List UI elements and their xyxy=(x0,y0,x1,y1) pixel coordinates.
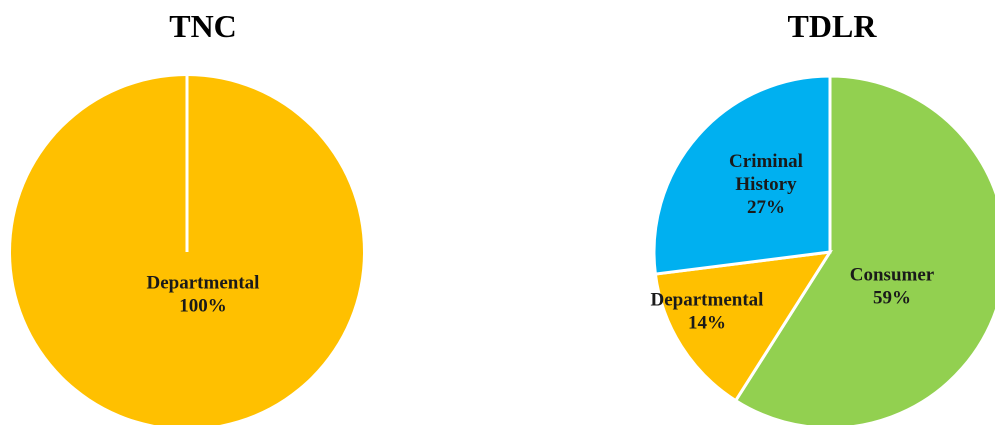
tnc-departmental-label-line: Departmental xyxy=(147,273,260,294)
tdlr-criminal-history-label-line: History xyxy=(735,174,797,195)
tnc-departmental-label: Departmental 100% xyxy=(147,273,260,317)
tdlr-criminal-history-label: Criminal History 27% xyxy=(729,151,803,218)
tnc-chart-title: TNC xyxy=(169,8,237,44)
tnc-pie-chart: TNC Departmental 100% xyxy=(11,8,363,425)
tdlr-departmental-label: Departmental 14% xyxy=(651,290,764,334)
tdlr-chart-title: TDLR xyxy=(788,8,878,44)
tdlr-consumer-label: Consumer 59% xyxy=(850,265,935,309)
tdlr-criminal-history-slice xyxy=(652,74,832,276)
tdlr-criminal-history-label-line: 27% xyxy=(747,197,785,218)
tdlr-criminal-history-label-line: Criminal xyxy=(729,151,803,172)
tnc-departmental-label-line: 100% xyxy=(179,296,227,317)
tdlr-departmental-label-line: 14% xyxy=(688,313,726,334)
tdlr-departmental-label-line: Departmental xyxy=(651,290,764,311)
tdlr-consumer-label-line: Consumer xyxy=(850,265,935,286)
tdlr-pie-chart: TDLR Consumer 59% Departmental 14% Criminal H… xyxy=(651,8,995,425)
tdlr-consumer-label-line: 59% xyxy=(873,288,911,309)
tdlr-consumer-slice xyxy=(733,74,995,425)
tdlr-departmental-slice xyxy=(653,250,833,403)
